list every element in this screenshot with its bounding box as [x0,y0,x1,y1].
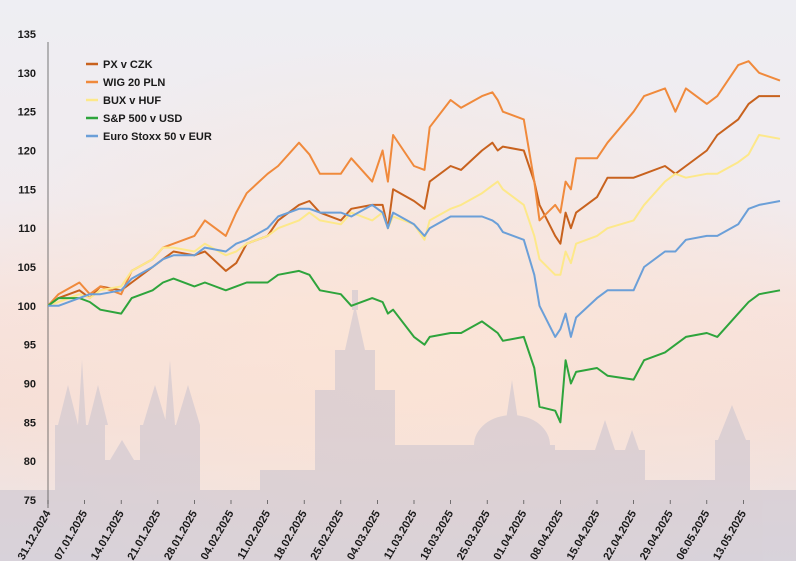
legend-label: BUX v HUF [103,95,161,107]
legend-label: S&P 500 v USD [103,113,182,125]
y-tick-label: 75 [24,495,36,507]
y-tick-label: 110 [18,223,36,235]
y-tick-label: 100 [18,301,36,313]
y-tick-label: 80 [24,456,36,468]
series-lines [47,60,781,424]
y-tick-label: 120 [18,146,36,158]
series-line-px-v-czk [47,95,780,307]
legend: PX v CZK WIG 20 PLN BUX v HUF S&P 500 v USD… [86,59,212,143]
series-line-wig-20-pln [47,60,781,307]
y-tick-label: 115 [18,184,36,196]
y-axis-ticks: 75 80 85 90 95 100 105 110 115 120 125 130 135 [18,29,36,507]
legend-label: PX v CZK [103,59,153,71]
series-line-euro-stoxx-50-v-eur [48,200,781,338]
y-tick-label: 85 [24,417,36,429]
y-tick-label: 125 [18,107,36,119]
series-line-s-p-500-v-usd [47,269,781,424]
y-tick-label: 130 [18,68,36,80]
y-tick-label: 135 [18,29,36,41]
legend-label: Euro Stoxx 50 v EUR [103,131,212,143]
y-tick-label: 95 [24,340,36,352]
skyline-silhouette [0,290,796,561]
series-line-bux-v-huf [47,134,781,307]
y-tick-label: 105 [18,262,36,274]
y-tick-label: 90 [24,379,36,391]
legend-label: WIG 20 PLN [103,77,165,89]
